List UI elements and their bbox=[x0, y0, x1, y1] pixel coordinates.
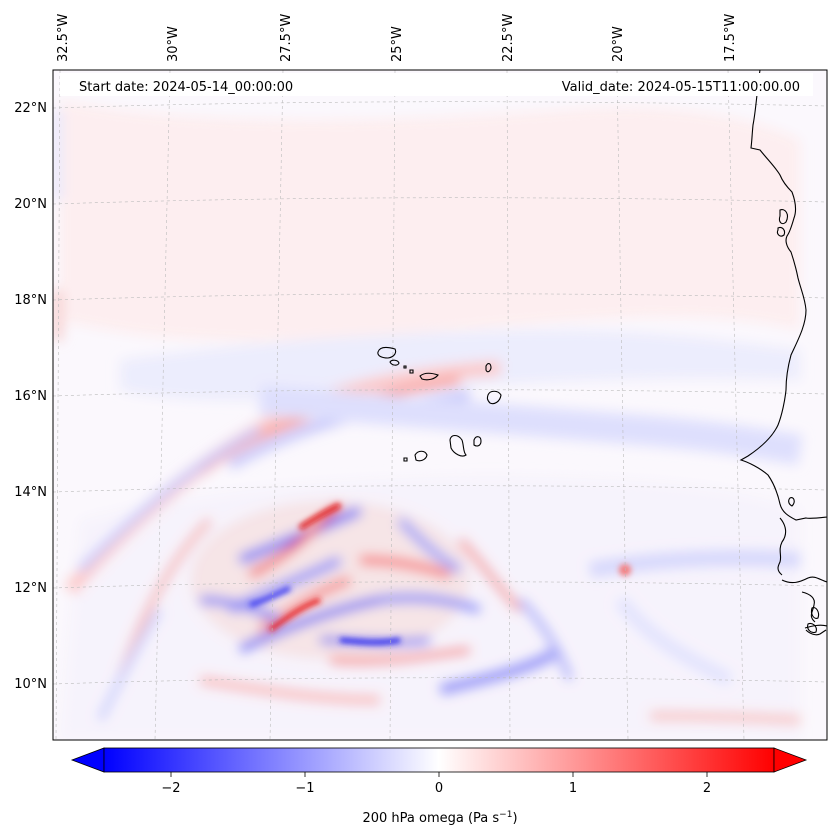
colorbar-min-extend bbox=[70, 747, 105, 773]
omega-field-region bbox=[190, 500, 470, 660]
coastal-island bbox=[788, 497, 795, 507]
omega-field-region bbox=[258, 576, 352, 633]
omega-field-region bbox=[249, 585, 292, 608]
lon-label: 25°W bbox=[390, 26, 405, 62]
gridlines bbox=[53, 70, 827, 740]
colorbar: −2 −1 0 1 2 200 hPa omega (Pa s−1) bbox=[70, 747, 808, 826]
meridian-line bbox=[506, 70, 511, 740]
coastal-island bbox=[776, 226, 786, 237]
africa-coastline bbox=[777, 517, 787, 576]
cape-verde-island bbox=[419, 372, 439, 381]
lon-label: 20°W bbox=[611, 26, 626, 62]
africa-coastline bbox=[739, 70, 827, 521]
lon-label: 30°W bbox=[166, 26, 181, 62]
cape-verde-island bbox=[403, 365, 407, 369]
omega-field-region bbox=[339, 637, 401, 645]
omega-field-region bbox=[96, 607, 164, 722]
omega-field-region bbox=[77, 426, 262, 573]
colorbar-tick-label: 1 bbox=[569, 781, 577, 796]
lon-label: 17.5°W bbox=[723, 14, 738, 62]
cape-verde-island bbox=[409, 369, 414, 374]
parallel-line bbox=[53, 101, 827, 109]
header-band bbox=[60, 73, 813, 96]
lat-label: 18°N bbox=[14, 293, 47, 308]
omega-field-region bbox=[379, 593, 482, 615]
coastlines bbox=[377, 70, 827, 636]
meridian-line bbox=[269, 70, 284, 740]
colorbar-max-extend bbox=[773, 747, 808, 773]
omega-field-region bbox=[199, 596, 282, 624]
africa-coastline bbox=[804, 624, 827, 629]
colorbar-gradient bbox=[103, 747, 775, 773]
meridian-line bbox=[389, 70, 396, 740]
cape-verde-island bbox=[473, 436, 482, 447]
colorbar-tick-label: 0 bbox=[435, 781, 443, 796]
africa-coastline bbox=[781, 576, 827, 584]
africa-coastline bbox=[805, 629, 827, 636]
colorbar-tick-label: 2 bbox=[703, 781, 711, 796]
omega-field-region bbox=[396, 516, 463, 575]
coastal-island bbox=[778, 209, 788, 225]
omega-field-region bbox=[438, 644, 564, 696]
start-date-label: Start date: 2024-05-14_00:00:00 bbox=[79, 80, 293, 95]
omega-field-region bbox=[268, 597, 321, 633]
lat-label: 20°N bbox=[14, 197, 47, 212]
colorbar-label-close: ) bbox=[512, 811, 517, 826]
omega-field-region bbox=[199, 675, 381, 705]
coastal-island bbox=[807, 622, 817, 634]
parallel-line bbox=[53, 389, 827, 397]
omega-field-region bbox=[258, 385, 803, 465]
omega-field-region bbox=[588, 550, 801, 578]
lon-label: 32.5°W bbox=[56, 14, 71, 62]
omega-field-region bbox=[649, 711, 801, 725]
lon-label: 27.5°W bbox=[279, 14, 294, 62]
lat-label: 22°N bbox=[14, 101, 47, 116]
parallel-line bbox=[53, 677, 827, 685]
cape-verde-island bbox=[485, 363, 492, 373]
omega-field-cores bbox=[249, 502, 631, 645]
cape-verde-island bbox=[389, 359, 400, 366]
lat-label: 14°N bbox=[14, 485, 47, 500]
parallel-line bbox=[53, 293, 827, 301]
cape-verde-island bbox=[403, 457, 408, 462]
map-panel bbox=[53, 70, 827, 740]
omega-field-region bbox=[329, 646, 471, 666]
omega-field-region bbox=[238, 596, 381, 654]
valid-date-label: Valid_date: 2024-05-15T11:00:00.00 bbox=[562, 80, 800, 95]
colorbar-label-main: 200 hPa omega (Pa s bbox=[362, 811, 499, 826]
lat-label: 16°N bbox=[14, 389, 47, 404]
parallel-line bbox=[53, 197, 827, 205]
omega-field-region bbox=[457, 537, 523, 613]
cape-verde-island bbox=[414, 450, 428, 462]
meridian-line bbox=[616, 70, 629, 740]
lat-label: 10°N bbox=[14, 677, 47, 692]
lon-label: 22.5°W bbox=[501, 14, 516, 62]
coastal-island bbox=[810, 607, 820, 619]
colorbar-label-exponent: −1 bbox=[499, 810, 512, 820]
omega-field-region bbox=[614, 595, 734, 687]
lat-label: 12°N bbox=[14, 581, 47, 596]
map-frame bbox=[52, 69, 828, 741]
africa-coastline bbox=[801, 591, 816, 623]
cape-verde-island bbox=[377, 346, 397, 359]
meridian-line bbox=[55, 70, 61, 740]
colorbar-ticks bbox=[170, 772, 708, 777]
colorbar-tick-label: −1 bbox=[295, 781, 314, 796]
meridian-line bbox=[727, 70, 745, 740]
meridian-line bbox=[154, 70, 171, 740]
colorbar-label: 200 hPa omega (Pa s−1) bbox=[362, 810, 517, 826]
latitude-labels: 22°N 20°N 18°N 16°N 14°N 12°N 10°N bbox=[14, 101, 47, 692]
parallel-line bbox=[53, 581, 827, 589]
omega-field-region bbox=[517, 597, 574, 682]
colorbar-tick-label: −2 bbox=[161, 781, 180, 796]
cape-verde-island bbox=[486, 390, 502, 405]
omega-field-region bbox=[298, 502, 342, 531]
omega-field-region bbox=[60, 100, 800, 341]
parallel-line bbox=[53, 485, 827, 493]
cape-verde-island bbox=[449, 434, 467, 457]
omega-field bbox=[53, 100, 803, 740]
omega-field-region bbox=[359, 555, 452, 580]
longitude-labels: 32.5°W 30°W 27.5°W 25°W 22.5°W 20°W 17.5… bbox=[56, 14, 738, 62]
